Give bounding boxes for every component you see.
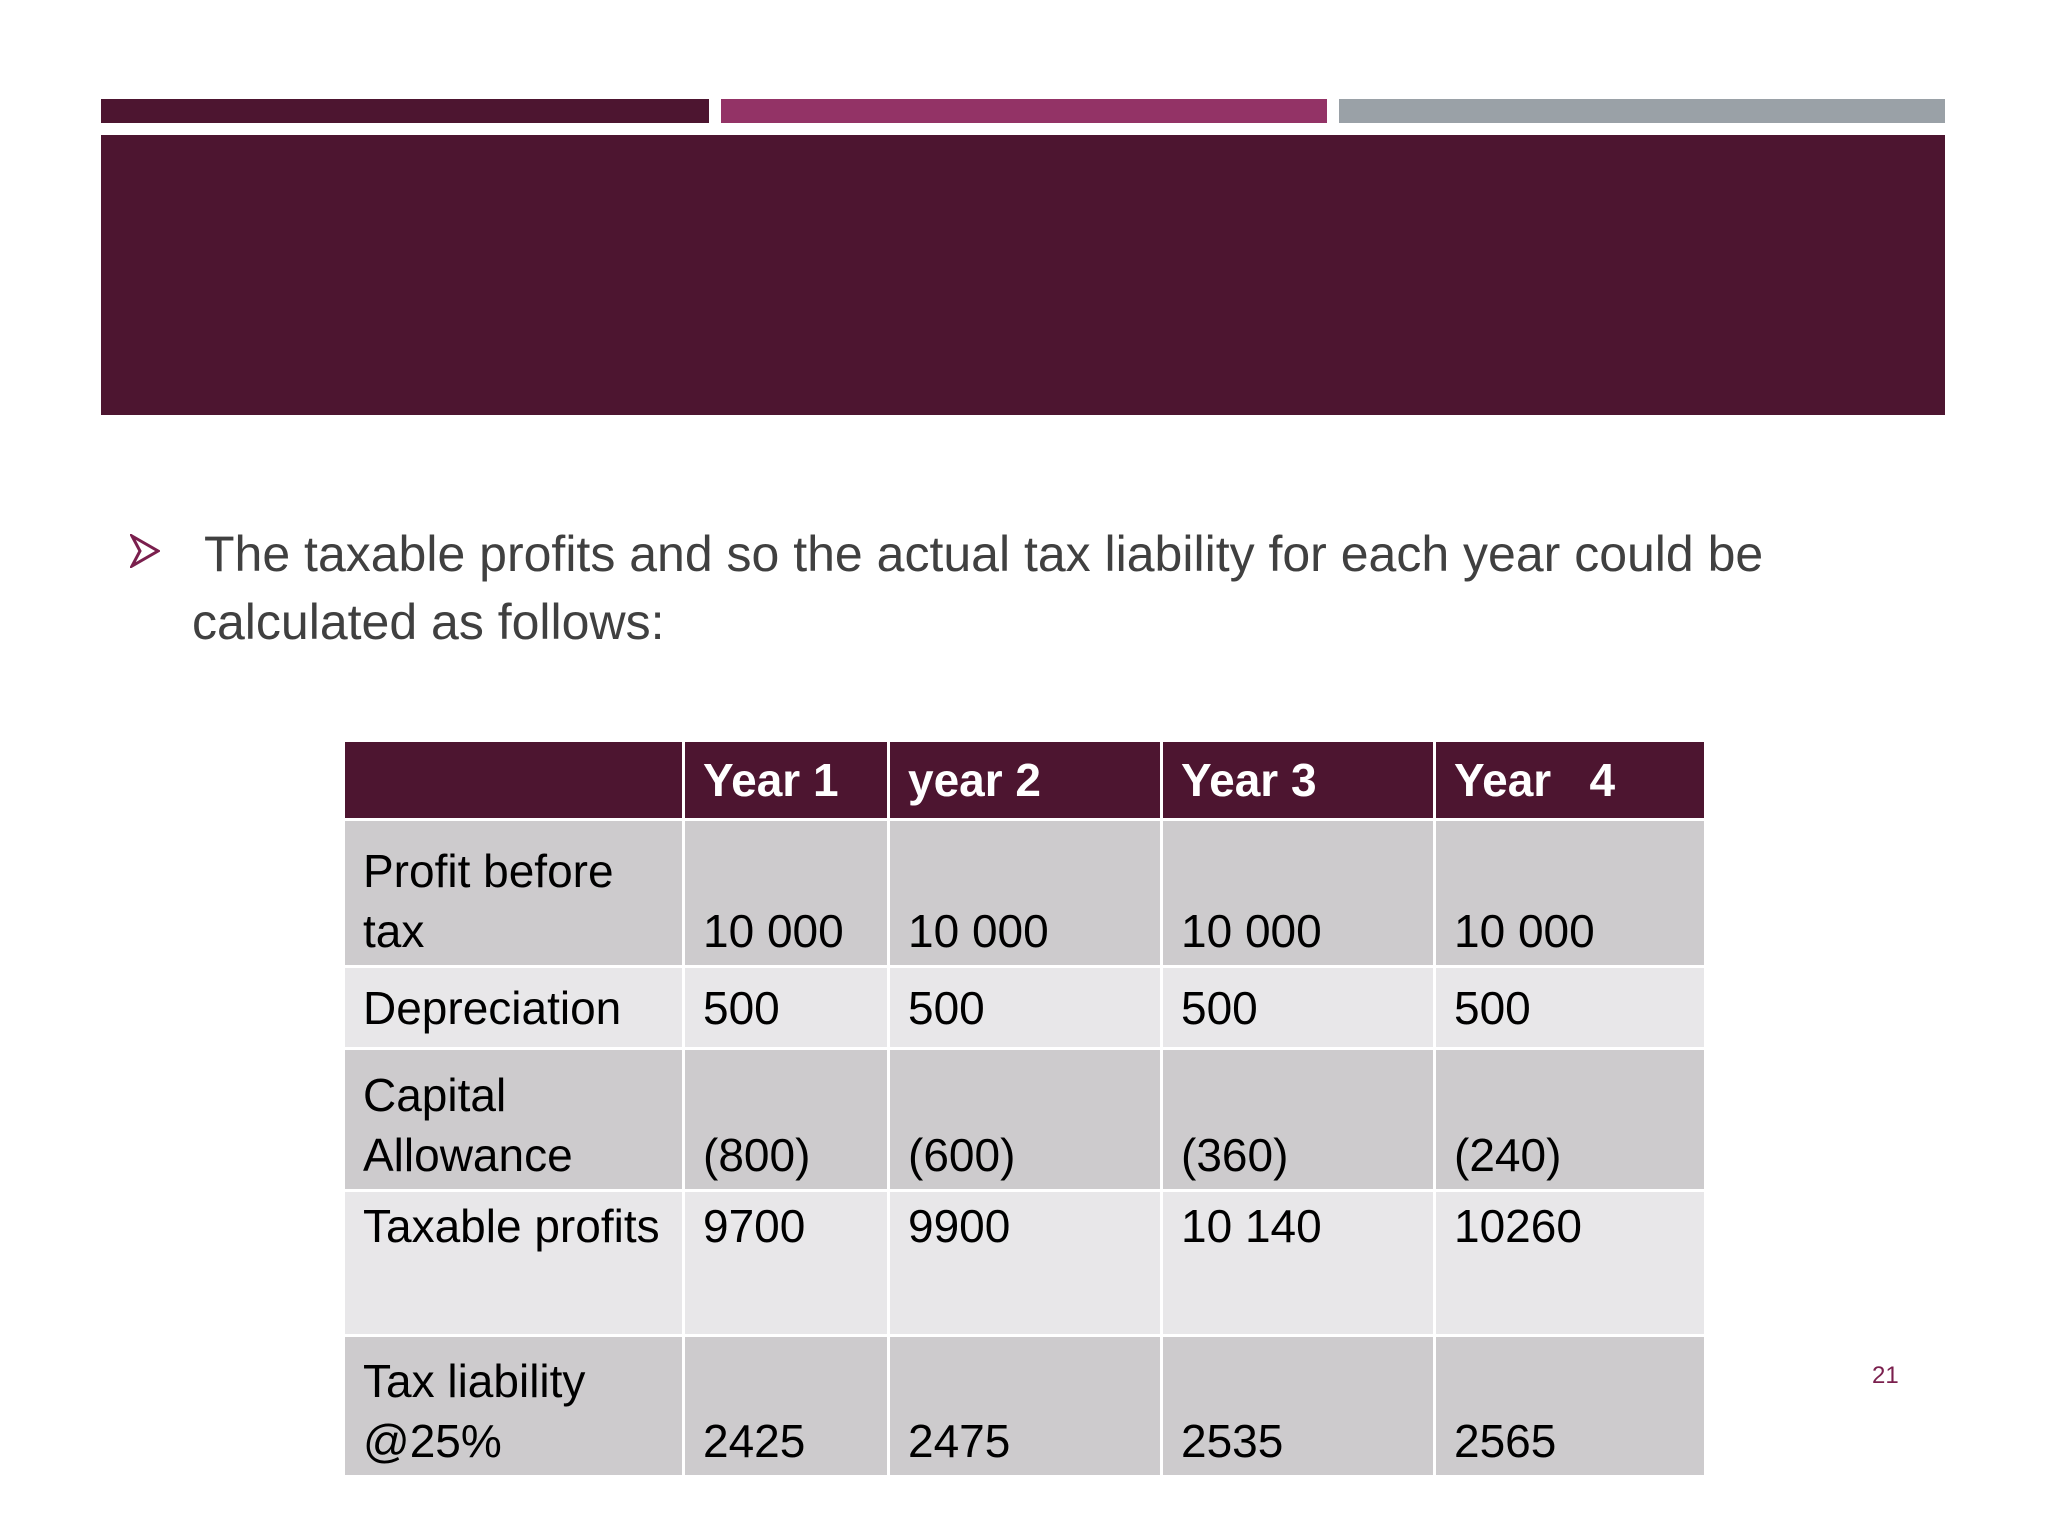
- header-cell: year 2: [887, 739, 1163, 821]
- value-cell: 10260: [1433, 1189, 1707, 1337]
- accent-bar: [721, 99, 1327, 123]
- bullet-text: The taxable profits and so the actual ta…: [192, 526, 1764, 650]
- tax-table: Year 1 year 2 Year 3 Year 4 Profit befor…: [342, 739, 1707, 1478]
- value-cell: (360): [1160, 1047, 1436, 1192]
- header-cell: Year 3: [1160, 739, 1436, 821]
- value-cell: 500: [682, 965, 890, 1050]
- row-label: Capital Allowance: [342, 1047, 685, 1192]
- value-cell: 10 000: [1160, 818, 1436, 968]
- accent-bar: [1339, 99, 1945, 123]
- value-cell: 2475: [887, 1334, 1163, 1478]
- value-cell: 500: [887, 965, 1163, 1050]
- row-label: Tax liability @25%: [342, 1334, 685, 1478]
- bullet-block: The taxable profits and so the actual ta…: [130, 520, 1890, 656]
- table-row: Profit before tax 10 000 10 000 10 000 10 00…: [342, 818, 1707, 968]
- value-cell: 10 000: [887, 818, 1163, 968]
- value-cell: (600): [887, 1047, 1163, 1192]
- value-cell: 10 140: [1160, 1189, 1436, 1337]
- table-row: Taxable profits 9700 9900 10 140 10260: [342, 1189, 1707, 1337]
- header-cell: [342, 739, 685, 821]
- header-cell: Year 1: [682, 739, 890, 821]
- accent-bar: [101, 99, 709, 123]
- value-cell: 9700: [682, 1189, 890, 1337]
- value-cell: 500: [1433, 965, 1707, 1050]
- value-cell: 10 000: [682, 818, 890, 968]
- header-row: Year 1 year 2 Year 3 Year 4: [342, 739, 1707, 821]
- value-cell: 2565: [1433, 1334, 1707, 1478]
- value-cell: 500: [1160, 965, 1436, 1050]
- row-label: Depreciation: [342, 965, 685, 1050]
- row-label: Taxable profits: [342, 1189, 685, 1337]
- table-row: Capital Allowance (800) (600) (360) (240): [342, 1047, 1707, 1192]
- value-cell: 10 000: [1433, 818, 1707, 968]
- bullet-arrow: [130, 534, 160, 568]
- value-cell: (240): [1433, 1047, 1707, 1192]
- value-cell: 2535: [1160, 1334, 1436, 1478]
- table-row: Tax liability @25% 2425 2475 2535 2565: [342, 1334, 1707, 1478]
- title-banner: [101, 135, 1945, 415]
- value-cell: (800): [682, 1047, 890, 1192]
- table-row: Depreciation 500 500 500 500: [342, 965, 1707, 1050]
- value-cell: 9900: [887, 1189, 1163, 1337]
- row-label: Profit before tax: [342, 818, 685, 968]
- header-cell: Year 4: [1433, 739, 1707, 821]
- page-number: 21: [1872, 1362, 1899, 1389]
- value-cell: 2425: [682, 1334, 890, 1478]
